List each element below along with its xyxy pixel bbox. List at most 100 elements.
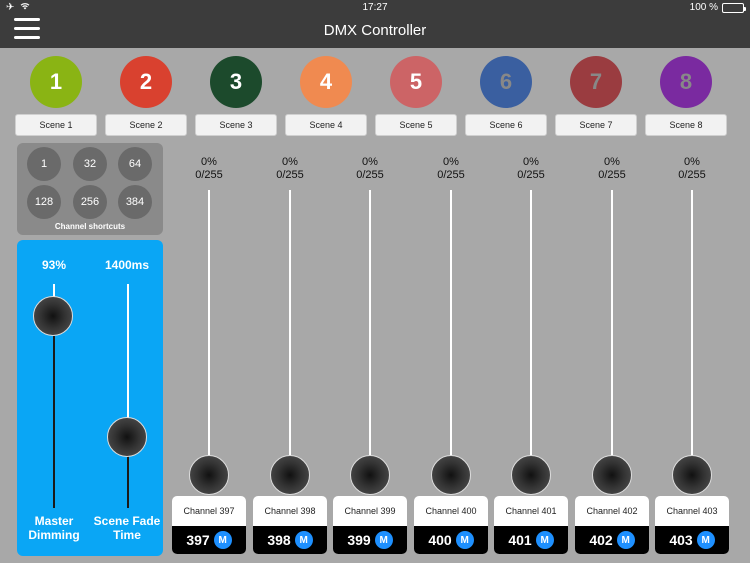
master-dimming-track-lower	[53, 336, 55, 508]
shortcut-button-128[interactable]: 128	[27, 185, 61, 219]
scene-circle-7[interactable]: 7	[570, 56, 622, 108]
channel-slider-track[interactable]	[611, 190, 613, 455]
menu-button[interactable]	[14, 18, 42, 40]
channel-slider-track[interactable]	[369, 190, 371, 455]
channel-strip: 0% 0/255 Channel 403 403 M	[655, 150, 729, 558]
channel-name: Channel 402	[586, 506, 638, 516]
master-panel: 93% 1400ms Master Dimming Scene Fade Tim…	[17, 240, 163, 556]
channel-slider-knob[interactable]	[189, 455, 229, 495]
channel-slider-knob[interactable]	[672, 455, 712, 495]
channel-number-bar: 402 M	[575, 526, 649, 554]
channel-slider-knob[interactable]	[350, 455, 390, 495]
channel-slider-knob[interactable]	[511, 455, 551, 495]
channel-slider-knob[interactable]	[270, 455, 310, 495]
master-badge-icon[interactable]: M	[213, 531, 232, 549]
channel-raw-value: 0/255	[195, 169, 223, 181]
channel-slider-track[interactable]	[691, 190, 693, 455]
channel-number: 398	[267, 532, 291, 548]
channel-percent: 0%	[684, 156, 700, 168]
channel-percent: 0%	[604, 156, 620, 168]
scene-4: 4 Scene 4	[285, 56, 367, 136]
channel-percent: 0%	[282, 156, 298, 168]
top-bar: ✈ 17:27 100 % DMX Controller	[0, 0, 750, 48]
shortcut-button-384[interactable]: 384	[118, 185, 152, 219]
scene-button-3[interactable]: Scene 3	[195, 114, 277, 136]
scene-circle-2[interactable]: 2	[120, 56, 172, 108]
channel-info-box[interactable]: Channel 403 403 M	[655, 496, 729, 554]
channel-raw-value: 0/255	[678, 169, 706, 181]
channel-number-bar: 403 M	[655, 526, 729, 554]
shortcut-button-32[interactable]: 32	[73, 147, 107, 181]
channel-percent: 0%	[443, 156, 459, 168]
channel-percent: 0%	[362, 156, 378, 168]
master-dimming-label: Master Dimming	[28, 514, 80, 542]
shortcut-button-256[interactable]: 256	[73, 185, 107, 219]
scene-button-8[interactable]: Scene 8	[645, 114, 727, 136]
channel-info-box[interactable]: Channel 400 400 M	[414, 496, 488, 554]
scene-circle-4[interactable]: 4	[300, 56, 352, 108]
channel-slider-track[interactable]	[289, 190, 291, 455]
channel-strip: 0% 0/255 Channel 399 399 M	[333, 150, 407, 558]
master-badge-icon[interactable]: M	[696, 531, 715, 549]
scene-6: 6 Scene 6	[465, 56, 547, 136]
scene-circle-3[interactable]: 3	[210, 56, 262, 108]
channel-strip: 0% 0/255 Channel 402 402 M	[575, 150, 649, 558]
channel-number: 401	[508, 532, 532, 548]
scene-circle-6[interactable]: 6	[480, 56, 532, 108]
scene-button-4[interactable]: Scene 4	[285, 114, 367, 136]
scene-1: 1 Scene 1	[15, 56, 97, 136]
channel-number: 399	[347, 532, 371, 548]
channel-slider-track[interactable]	[530, 190, 532, 455]
channel-slider-knob[interactable]	[431, 455, 471, 495]
scene-button-6[interactable]: Scene 6	[465, 114, 547, 136]
channel-number: 397	[186, 532, 210, 548]
channel-info-box[interactable]: Channel 402 402 M	[575, 496, 649, 554]
scene-7: 7 Scene 7	[555, 56, 637, 136]
channel-number: 400	[428, 532, 452, 548]
fade-time-knob[interactable]	[107, 417, 147, 457]
shortcut-button-64[interactable]: 64	[118, 147, 152, 181]
page-title: DMX Controller	[323, 22, 427, 39]
channel-name: Channel 403	[666, 506, 718, 516]
channel-shortcuts-panel: 1 32 64 128 256 384 Channel shortcuts	[17, 143, 163, 235]
scene-circle-8[interactable]: 8	[660, 56, 712, 108]
master-dimming-knob[interactable]	[33, 296, 73, 336]
channel-info-box[interactable]: Channel 398 398 M	[253, 496, 327, 554]
scene-circle-1[interactable]: 1	[30, 56, 82, 108]
channel-name: Channel 401	[505, 506, 557, 516]
master-badge-icon[interactable]: M	[374, 531, 393, 549]
scene-button-2[interactable]: Scene 2	[105, 114, 187, 136]
channel-raw-value: 0/255	[437, 169, 465, 181]
master-badge-icon[interactable]: M	[455, 531, 474, 549]
scene-button-7[interactable]: Scene 7	[555, 114, 637, 136]
fade-time-track-lower	[127, 456, 129, 508]
channel-strip: 0% 0/255 Channel 400 400 M	[414, 150, 488, 558]
scene-button-1[interactable]: Scene 1	[15, 114, 97, 136]
fade-time-track-upper	[127, 284, 129, 420]
status-time: 17:27	[362, 2, 388, 13]
channel-number-bar: 400 M	[414, 526, 488, 554]
channel-raw-value: 0/255	[276, 169, 304, 181]
scene-circle-5[interactable]: 5	[390, 56, 442, 108]
scene-button-5[interactable]: Scene 5	[375, 114, 457, 136]
channel-info-box[interactable]: Channel 397 397 M	[172, 496, 246, 554]
channel-name: Channel 400	[425, 506, 477, 516]
wifi-icon	[20, 2, 30, 13]
channel-raw-value: 0/255	[517, 169, 545, 181]
channel-info-box[interactable]: Channel 399 399 M	[333, 496, 407, 554]
channel-slider-track[interactable]	[450, 190, 452, 455]
scene-8: 8 Scene 8	[645, 56, 727, 136]
channel-name: Channel 399	[344, 506, 396, 516]
channel-raw-value: 0/255	[356, 169, 384, 181]
hamburger-icon	[14, 18, 40, 21]
channel-slider-track[interactable]	[208, 190, 210, 455]
airplane-icon: ✈	[6, 2, 15, 13]
master-badge-icon[interactable]: M	[294, 531, 313, 549]
channel-raw-value: 0/255	[598, 169, 626, 181]
shortcut-button-1[interactable]: 1	[27, 147, 61, 181]
master-badge-icon[interactable]: M	[535, 531, 554, 549]
master-badge-icon[interactable]: M	[616, 531, 635, 549]
channel-number-bar: 398 M	[253, 526, 327, 554]
channel-slider-knob[interactable]	[592, 455, 632, 495]
channel-info-box[interactable]: Channel 401 401 M	[494, 496, 568, 554]
